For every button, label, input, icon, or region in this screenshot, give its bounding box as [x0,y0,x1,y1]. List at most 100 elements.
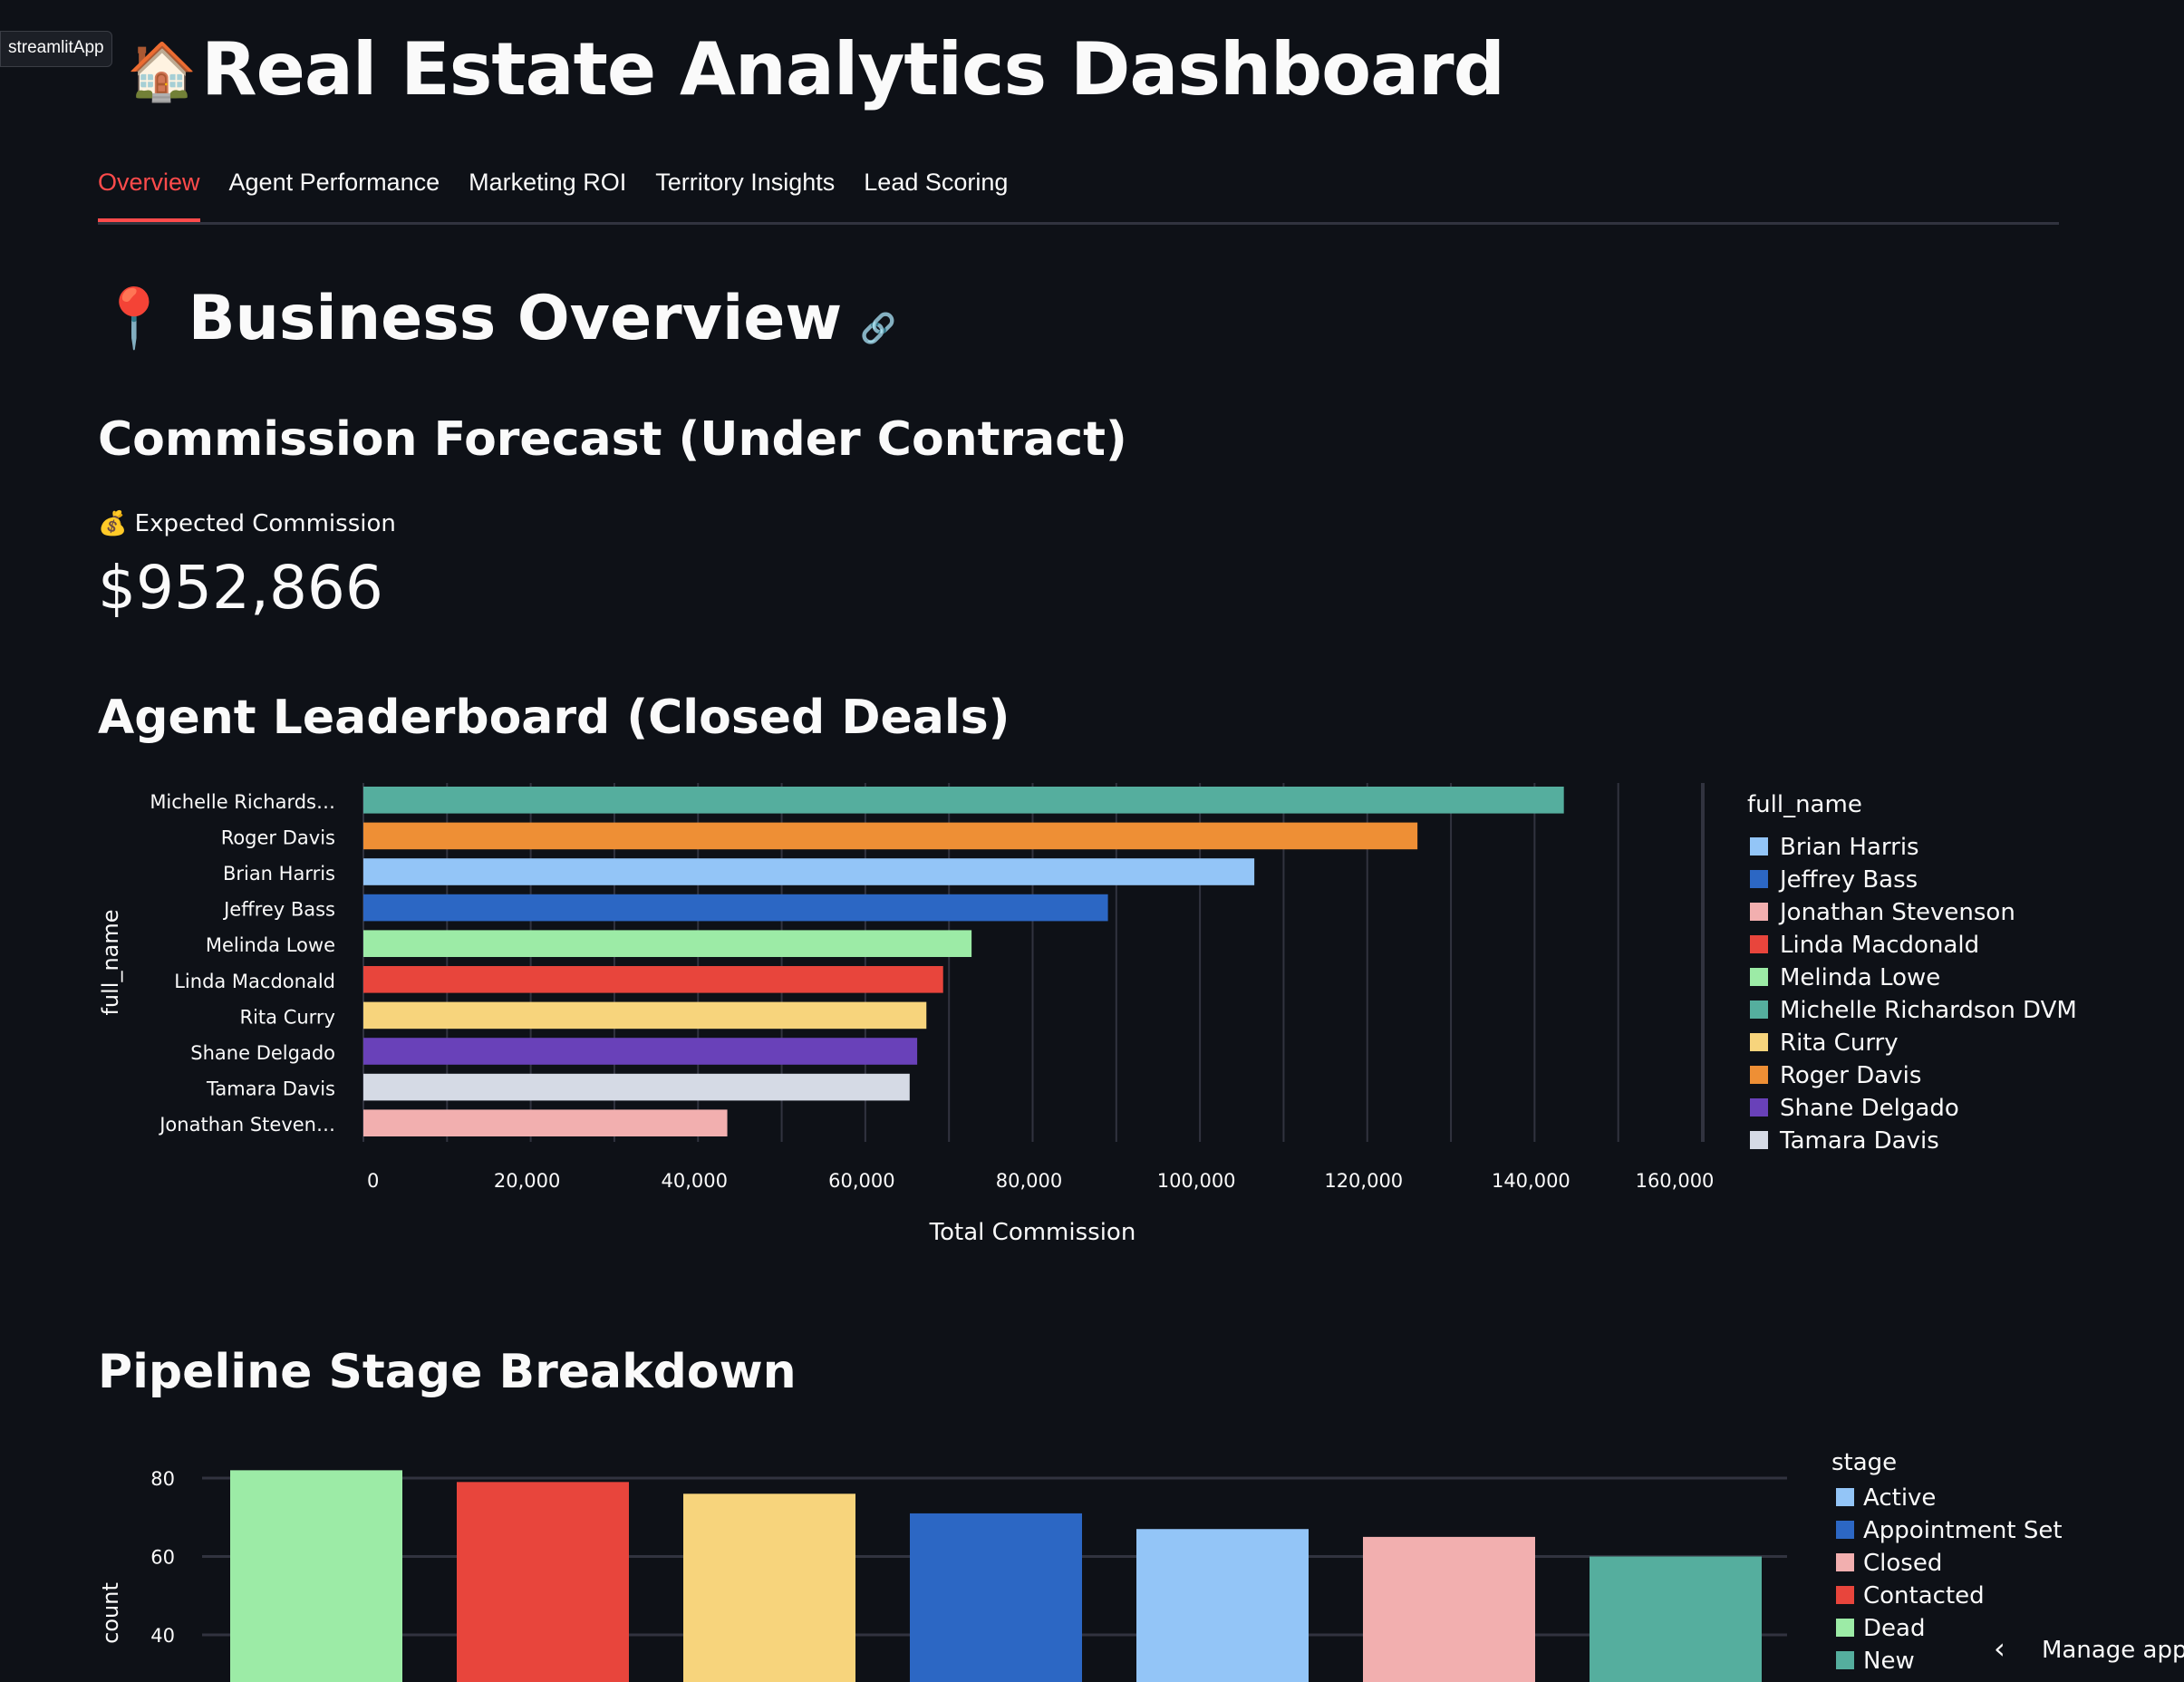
bar [363,822,1418,850]
category-label: Jonathan Steven… [158,1114,335,1136]
bar [1590,1556,1762,1682]
legend-item: Active [1863,1484,1936,1512]
metric-label: 💰 Expected Commission [98,510,396,537]
legend-title: full_name [1747,791,1862,818]
legend-swatch [1750,837,1768,856]
legend-item: Linda Macdonald [1780,932,1979,959]
legend-item: Contacted [1863,1582,1985,1610]
section-header: 📍 Business Overview 🔗 [98,283,896,354]
x-tick-label: 80,000 [996,1170,1062,1192]
tab-agent-performance[interactable]: Agent Performance [228,169,440,196]
legend-swatch [1750,1131,1768,1149]
manage-app-button[interactable]: Manage app [2042,1637,2184,1664]
category-label: Shane Delgado [190,1042,335,1064]
legend-swatch [1836,1553,1854,1571]
category-label: Roger Davis [221,826,335,848]
bar [363,1073,910,1101]
y-tick-label: 40 [150,1625,175,1647]
x-tick-label: 20,000 [494,1170,560,1192]
bar [363,894,1108,922]
bar [230,1470,402,1682]
pipeline-chart: 40 60 80 count stage Active Appointment Set Clo… [98,1449,2063,1682]
y-tick-label: 60 [150,1547,175,1569]
tab-lead-scoring[interactable]: Lead Scoring [864,169,1009,196]
legend-swatch [1750,935,1768,953]
tab-territory-insights[interactable]: Territory Insights [655,169,836,196]
bar [363,858,1255,885]
legend-item: Brian Harris [1780,834,1919,861]
legend-swatch [1750,1098,1768,1116]
y-axis-label: count [98,1582,123,1644]
forecast-heading: Commission Forecast (Under Contract) [98,412,1127,467]
y-tick-label: 80 [150,1468,175,1490]
bar [910,1513,1082,1682]
legend-item: Melinda Lowe [1780,964,1940,991]
metric-label-text: Expected Commission [134,510,396,537]
category-label: Jeffrey Bass [222,899,335,921]
tab-bar: Overview Agent Performance Marketing ROI… [98,169,1008,222]
x-axis-label: Total Commission [929,1219,1136,1246]
streamlit-app-badge: streamlitApp [0,31,112,67]
category-label: Linda Macdonald [174,971,335,992]
legend-swatch [1750,1000,1768,1019]
bar [363,930,972,957]
metric-value: $952,866 [98,553,383,623]
tab-divider [98,222,2059,225]
legend-item: Closed [1863,1550,1942,1577]
legend-item: Jeffrey Bass [1778,866,1918,894]
category-label: Rita Curry [239,1006,335,1028]
legend-item: Tamara Davis [1779,1127,1939,1155]
leaderboard-chart: Michelle Richards… Roger Davis Brian Harri… [98,783,2077,1246]
legend-item: Jonathan Stevenson [1778,899,2015,926]
legend-item: Michelle Richardson DVM [1780,997,2077,1024]
section-title: Business Overview [188,283,843,354]
x-tick-label: 60,000 [828,1170,894,1192]
legend-item: Dead [1863,1615,1925,1642]
legend-swatch [1750,870,1768,888]
legend-title: stage [1831,1449,1897,1476]
x-tick-label: 140,000 [1492,1170,1570,1192]
y-axis-label: full_name [98,909,123,1015]
legend-swatch [1750,968,1768,986]
x-tick-label: 120,000 [1324,1170,1403,1192]
link-icon[interactable]: 🔗 [860,310,897,345]
legend-swatch [1836,1651,1854,1669]
page-title: Real Estate Analytics Dashboard [201,27,1505,111]
tab-marketing-roi[interactable]: Marketing ROI [469,169,627,196]
house-icon: 🏠 [127,38,198,104]
category-label: Michelle Richards… [150,791,335,813]
x-tick-label: 100,000 [1157,1170,1236,1192]
legend-swatch [1836,1619,1854,1637]
legend-item: New [1863,1648,1915,1675]
legend-swatch [1750,1033,1768,1051]
x-tick-label: 0 [367,1170,379,1192]
legend-swatch [1750,903,1768,921]
bar [363,1001,927,1030]
pushpin-icon: 📍 [98,285,170,353]
chevron-left-icon[interactable]: ‹ [1994,1631,2005,1666]
legend-item: Roger Davis [1780,1062,1921,1089]
legend-item: Shane Delgado [1780,1095,1959,1122]
bar [457,1482,629,1682]
legend-item: Appointment Set [1863,1517,2063,1544]
bar [683,1494,855,1682]
x-tick-label: 160,000 [1636,1170,1715,1192]
bar [363,787,1564,814]
money-bag-icon: 💰 [98,510,128,537]
bar [363,1109,728,1136]
pipeline-heading: Pipeline Stage Breakdown [98,1345,797,1399]
category-label: Brian Harris [223,863,335,884]
bar [363,966,943,993]
category-label: Tamara Davis [206,1078,335,1100]
x-tick-label: 40,000 [662,1170,728,1192]
leaderboard-heading: Agent Leaderboard (Closed Deals) [98,691,1010,745]
legend-item: Rita Curry [1780,1030,1899,1057]
legend-swatch [1836,1521,1854,1539]
bar [363,1038,918,1065]
legend-swatch [1836,1586,1854,1604]
bar [1363,1536,1535,1682]
legend-swatch [1750,1066,1768,1084]
category-label: Melinda Lowe [206,934,335,956]
bar [1136,1529,1309,1682]
tab-overview[interactable]: Overview [98,169,200,222]
